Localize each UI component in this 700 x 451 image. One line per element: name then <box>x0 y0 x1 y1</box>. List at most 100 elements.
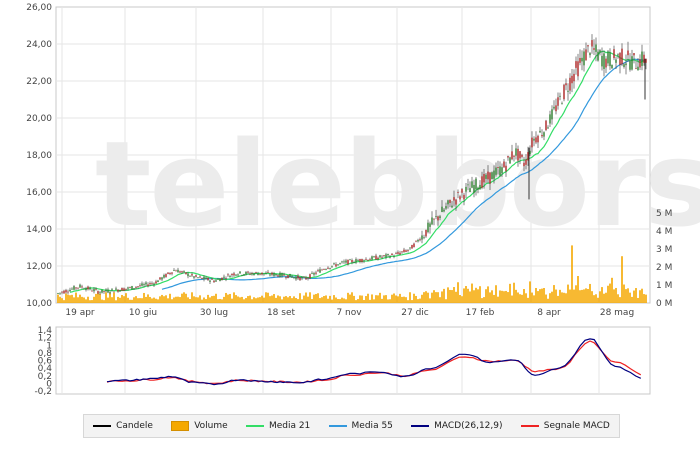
volume-bar <box>307 296 309 303</box>
candle-body <box>631 56 633 70</box>
volume-bar <box>121 294 123 303</box>
candle-body <box>57 293 59 294</box>
volume-bar <box>483 297 485 303</box>
volume-bar <box>583 289 585 303</box>
candle-body <box>463 194 465 200</box>
volume-bar <box>157 299 159 303</box>
legend-item-macd[interactable]: MACD(26,12,9) <box>411 421 503 431</box>
volume-bar <box>105 292 107 303</box>
candle-body <box>91 290 93 292</box>
volume-bar <box>323 296 325 303</box>
legend-item-media-55[interactable]: Media 55 <box>328 421 393 431</box>
volume-bar <box>451 290 453 303</box>
volume-bar <box>91 300 93 303</box>
volume-bar <box>73 297 75 303</box>
legend-label: MACD(26,12,9) <box>434 421 503 431</box>
volume-bar <box>383 295 385 303</box>
volume-bar <box>149 296 151 303</box>
candle-body <box>217 278 219 280</box>
volume-bar <box>423 292 425 303</box>
volume-bar <box>521 294 523 303</box>
volume-bar <box>599 291 601 303</box>
candle-body <box>641 51 643 66</box>
candle-body <box>149 283 151 285</box>
volume-bar <box>313 294 315 303</box>
volume-bar <box>175 296 177 303</box>
candle-body <box>559 95 561 97</box>
legend-item-media-21[interactable]: Media 21 <box>245 421 310 431</box>
candle-body <box>151 283 153 285</box>
volume-bar <box>321 297 323 303</box>
candle-body <box>359 259 361 262</box>
volume-bar <box>489 292 491 303</box>
candle-body <box>509 157 511 164</box>
candle-body <box>263 273 265 275</box>
date-tick-label: 17 feb <box>466 308 495 318</box>
candle-body <box>393 255 395 257</box>
volume-bar <box>575 285 577 303</box>
watermark: telebborsa <box>95 115 700 253</box>
volume-bar <box>259 297 261 303</box>
volume-bar <box>229 293 231 303</box>
candle-body <box>187 273 189 277</box>
volume-bar <box>163 296 165 303</box>
candle-body <box>409 247 411 249</box>
volume-bar <box>275 297 277 303</box>
volume-bar <box>181 293 183 303</box>
price-tick-label: 24,00 <box>26 40 52 50</box>
candle-body <box>443 209 445 212</box>
candle-body <box>97 291 99 294</box>
volume-bar <box>517 292 519 303</box>
candle-body <box>313 273 315 275</box>
candle-body <box>637 66 639 71</box>
volume-bar <box>235 295 237 303</box>
candle-body <box>449 199 451 203</box>
volume-bar <box>295 298 297 303</box>
candle-body <box>525 159 527 165</box>
candle-body <box>233 273 235 276</box>
candle-body <box>173 270 175 271</box>
candle-body <box>251 272 253 274</box>
candle-body <box>341 261 343 263</box>
volume-bar <box>191 292 193 303</box>
legend-item-segnale-macd[interactable]: Segnale MACD <box>520 421 610 431</box>
volume-bar <box>113 292 115 303</box>
candle-body <box>93 289 95 292</box>
candle-body <box>275 274 277 276</box>
candle-body <box>483 173 485 183</box>
volume-tick-label: 4 M <box>656 227 672 237</box>
candlesticks <box>57 34 647 295</box>
candle-body <box>155 281 157 284</box>
volume-bar <box>397 296 399 303</box>
volume-bar <box>167 298 169 303</box>
candle-body <box>557 97 559 106</box>
candle-body <box>73 286 75 290</box>
volume-bar <box>315 293 317 303</box>
candle-body <box>165 274 167 277</box>
volume-bar <box>95 293 97 303</box>
volume-bar <box>127 297 129 303</box>
date-tick-label: 19 apr <box>65 308 95 318</box>
candle-body <box>335 264 337 267</box>
candle-body <box>441 206 443 213</box>
volume-bar <box>371 294 373 303</box>
macd-tick-label: 1 <box>46 341 52 351</box>
candle-body <box>175 270 177 272</box>
candle-body <box>415 240 417 242</box>
price-tick-label: 22,00 <box>26 77 52 87</box>
legend-item-candele[interactable]: Candele <box>93 421 153 431</box>
volume-bar <box>457 282 459 303</box>
price-tick-label: 14,00 <box>26 225 52 235</box>
volume-bar <box>243 299 245 303</box>
legend-item-volume[interactable]: Volume <box>171 421 228 431</box>
candle-body <box>435 216 437 217</box>
candle-body <box>531 137 533 148</box>
volume-bar <box>211 296 213 303</box>
volume-bar <box>523 289 525 303</box>
candle-body <box>503 161 505 168</box>
volume-bar <box>249 295 251 303</box>
chart-legend: Candele Volume Media 21 Media 55 MACD(26… <box>83 414 620 438</box>
candle-body <box>589 53 591 56</box>
candle-body <box>143 284 145 286</box>
volume-bar <box>409 292 411 303</box>
